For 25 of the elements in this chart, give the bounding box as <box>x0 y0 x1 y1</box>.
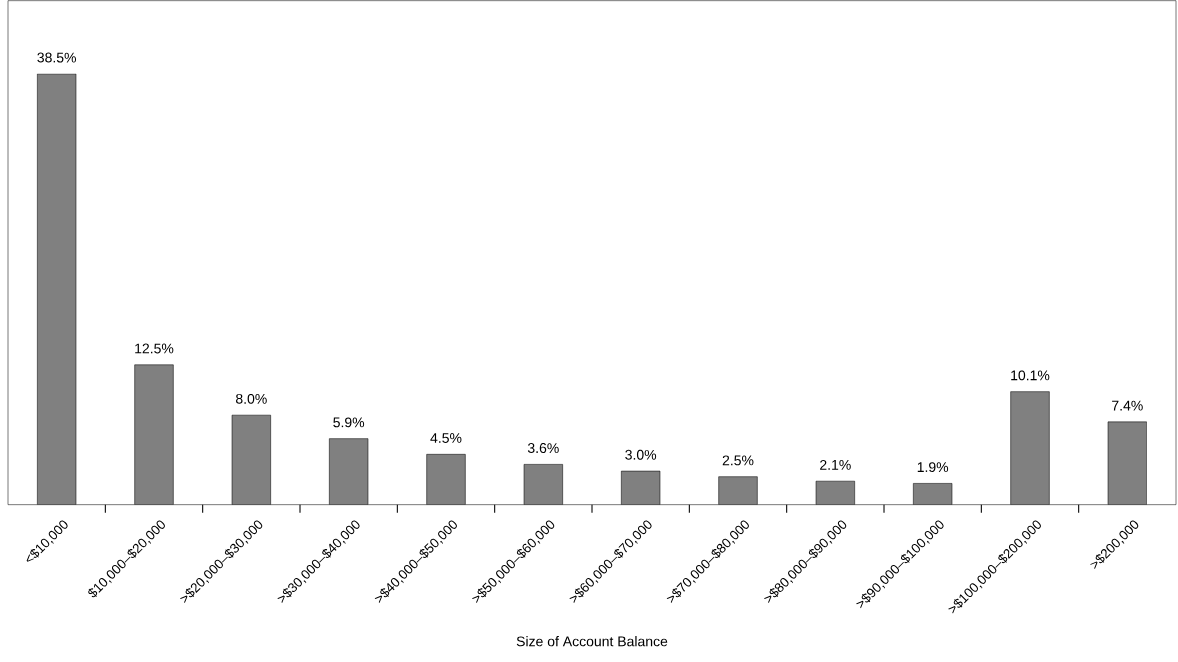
data-label: 3.0% <box>625 449 657 460</box>
data-label: 2.1% <box>820 459 851 470</box>
bar <box>913 483 953 505</box>
data-label: 4.5% <box>430 433 462 443</box>
bar <box>329 438 369 505</box>
data-label: 2.5% <box>722 455 754 466</box>
bar <box>134 364 174 505</box>
data-label: 8.0% <box>235 393 267 404</box>
bar <box>621 470 661 505</box>
x-axis-title: Size of Account Balance <box>516 636 668 647</box>
data-label: 1.9% <box>917 462 949 473</box>
data-label: 3.6% <box>527 443 559 454</box>
bar <box>1010 391 1050 505</box>
bar <box>231 414 271 505</box>
data-label: 12.5% <box>135 343 174 354</box>
data-label: 38.5% <box>37 52 77 63</box>
bar <box>426 454 466 505</box>
bar <box>718 476 758 505</box>
bar <box>37 73 77 505</box>
bar <box>523 464 563 505</box>
bar <box>815 480 855 505</box>
data-label: 10.1% <box>1011 370 1050 381</box>
data-label: 5.9% <box>333 417 365 428</box>
bar <box>1107 421 1147 505</box>
data-label: 7.4% <box>1112 400 1143 411</box>
